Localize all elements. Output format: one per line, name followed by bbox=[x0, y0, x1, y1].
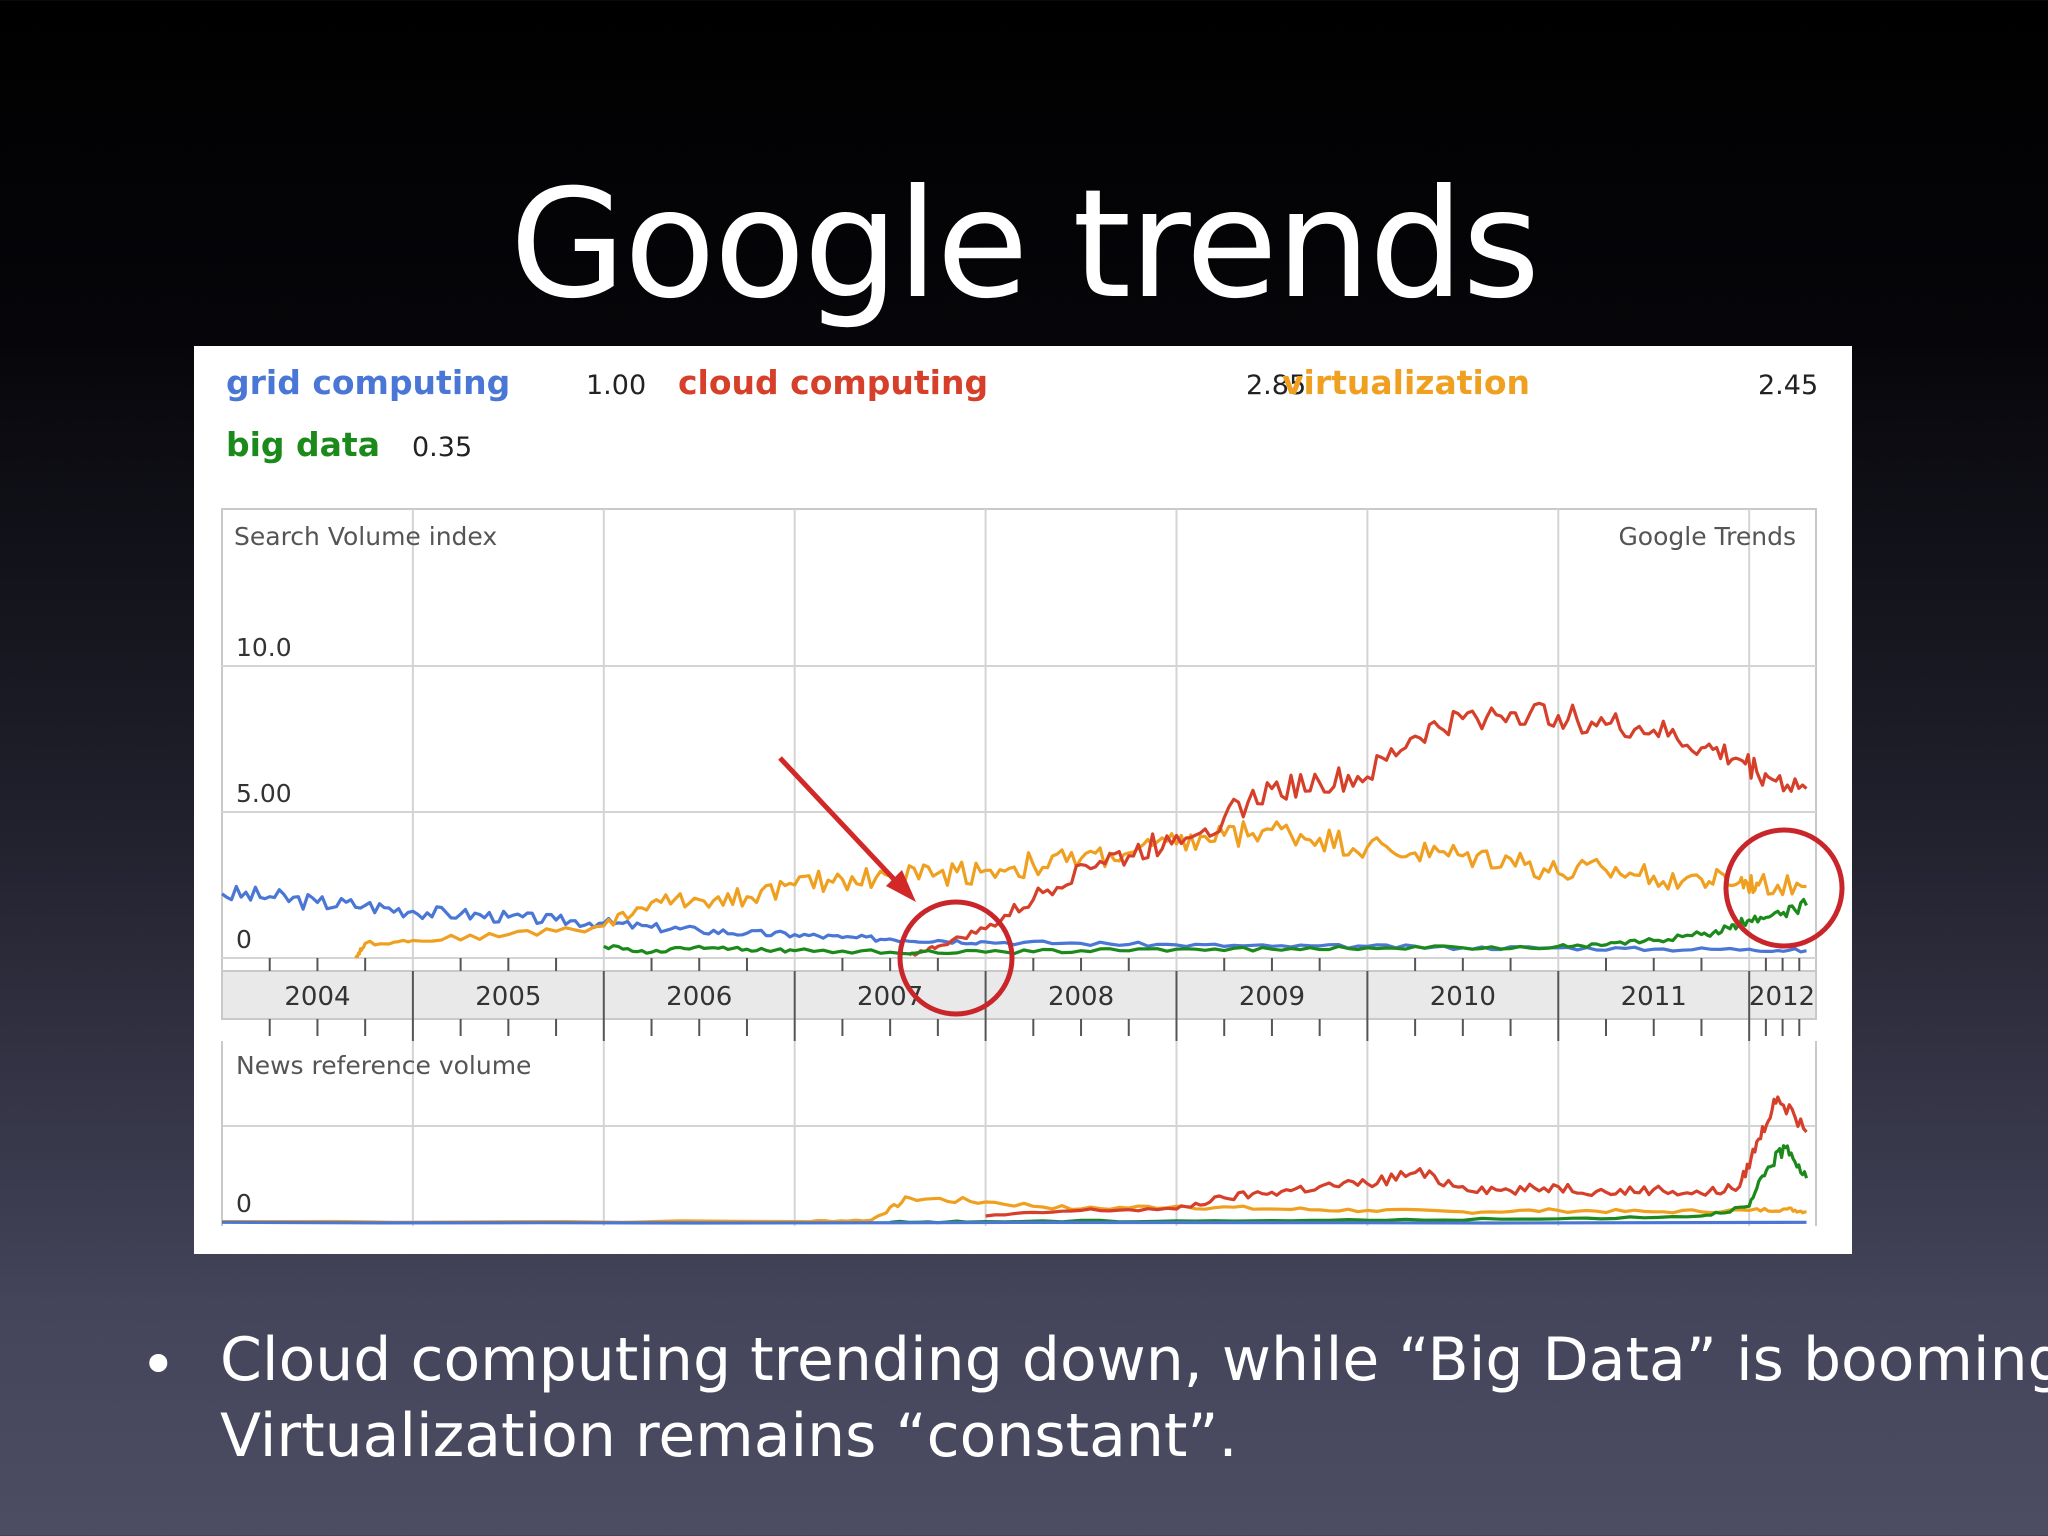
series-layer bbox=[221, 701, 1809, 1225]
search-tick-10.0: 10.0 bbox=[236, 633, 292, 662]
year-label-2007: 2007 bbox=[857, 982, 923, 1012]
search-series-big-data bbox=[603, 897, 1808, 956]
bullet-line-1: Cloud computing trending down, while “Bi… bbox=[220, 1325, 2048, 1395]
year-label-2004: 2004 bbox=[284, 982, 350, 1012]
search-tick-0: 0 bbox=[236, 925, 252, 954]
highlight-circle-2012 bbox=[1723, 827, 1845, 949]
year-axis-band: 2004 2005 2006 2007 2008 2009 2010 2011 2012 bbox=[221, 958, 1817, 1041]
annotation-arrow-shaft bbox=[778, 756, 908, 894]
year-label-2006: 2006 bbox=[666, 982, 732, 1012]
source-label: Google Trends bbox=[1618, 522, 1796, 551]
legend-cloud-computing: cloud computing bbox=[678, 363, 988, 402]
news-series-grid-computing bbox=[221, 1220, 1807, 1225]
legend-virtualization: virtualization bbox=[1282, 363, 1530, 402]
year-label-2009: 2009 bbox=[1239, 982, 1305, 1012]
search-panel-label: Search Volume index bbox=[234, 522, 497, 551]
news-series-cloud-computing bbox=[985, 1095, 1808, 1218]
annotations bbox=[778, 756, 1845, 1017]
legend-value-big-data: 0.35 bbox=[412, 432, 472, 463]
year-axis-background bbox=[221, 970, 1817, 1020]
slide-title: Google trends bbox=[509, 158, 1541, 332]
legend-grid-computing: grid computing bbox=[226, 363, 510, 402]
trends-chart: grid computing 1.00 cloud computing 2.85 vir… bbox=[194, 346, 1852, 1254]
year-label-2008: 2008 bbox=[1048, 982, 1114, 1012]
year-label-2011: 2011 bbox=[1621, 982, 1687, 1012]
legend-value-cloud-computing: 2.85 bbox=[1246, 370, 1306, 401]
search-series-cloud-computing bbox=[908, 701, 1808, 957]
search-panel-border bbox=[221, 508, 1817, 972]
trends-chart-svg: grid computing 1.00 cloud computing 2.85vir… bbox=[221, 363, 1845, 1226]
search-volume-panel: 0 5.00 10.0 Search Volume index Google Trend… bbox=[221, 508, 1817, 972]
year-label-2012: 2012 bbox=[1749, 982, 1815, 1012]
bullet-line-2: Virtualization remains “constant”. bbox=[220, 1401, 1238, 1471]
year-label-2010: 2010 bbox=[1430, 982, 1496, 1012]
year-label-2005: 2005 bbox=[475, 982, 541, 1012]
news-series-big-data bbox=[889, 1144, 1809, 1225]
bullet-dot: • bbox=[140, 1328, 177, 1401]
legend-value-virtualization: 2.45 bbox=[1758, 370, 1818, 401]
legend: grid computing 1.00 cloud computing 2.85vir… bbox=[226, 363, 1818, 464]
news-volume-panel: News reference volume 0 bbox=[221, 1041, 1817, 1226]
legend-value-grid-computing: 1.00 bbox=[586, 370, 646, 401]
bullet-text: Cloud computing trending down, while “Bi… bbox=[220, 1322, 2048, 1474]
search-tick-5.00: 5.00 bbox=[236, 779, 292, 808]
legend-big-data: big data bbox=[226, 425, 380, 464]
news-panel-label: News reference volume bbox=[236, 1051, 531, 1080]
search-series-grid-computing bbox=[221, 884, 1807, 954]
search-series-virtualization bbox=[354, 820, 1807, 959]
annotation-arrow-head bbox=[886, 870, 916, 902]
news-tick-0: 0 bbox=[236, 1189, 252, 1218]
highlight-circle-2007 bbox=[897, 899, 1015, 1017]
